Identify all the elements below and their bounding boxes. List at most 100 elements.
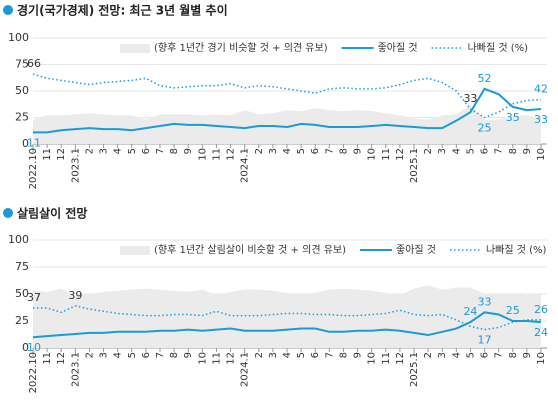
x-tick-label: 5 [296,148,307,154]
x-tick-label: 2022.10 [28,352,39,393]
x-tick-label: 3 [268,352,279,358]
y-tick-label: 0 [22,137,29,150]
data-label: 11 [27,136,41,149]
y-tick-label: 50 [15,84,29,97]
x-tick-label: 6 [310,352,321,358]
x-tick-label: 2 [254,148,265,154]
area [33,104,541,144]
x-tick-label: 2024.1 [240,148,251,183]
x-tick-label: 10 [197,148,208,161]
x-tick-label: 8 [169,352,180,358]
x-tick-label: 9 [353,148,364,154]
y-tick-label: 50 [15,287,29,300]
legend-label: (향후 1년간 경기 비슷할 것 + 의견 유보) [154,41,328,54]
x-tick-label: 12 [395,352,406,365]
x-tick-label: 7 [494,352,505,358]
y-tick-label: 75 [15,58,29,71]
x-tick-label: 7 [324,352,335,358]
x-tick-label: 4 [282,352,293,358]
x-tick-label: 9 [522,148,533,154]
y-tick-label: 25 [15,111,29,124]
x-tick-label: 7 [155,352,166,358]
x-tick-label: 7 [155,148,166,154]
data-label: 33 [463,92,477,105]
x-tick-label: 6 [141,148,152,154]
y-tick-label: 100 [8,31,29,44]
x-tick-label: 10 [536,148,547,161]
chart-title: 경기(국가경제) 전망: 최근 3년 월별 추이 [17,3,228,18]
data-label: 42 [534,82,548,95]
x-tick-label: 8 [169,148,180,154]
x-tick-label: 6 [310,148,321,154]
x-tick-label: 8 [508,148,519,154]
data-label: 25 [506,304,520,317]
data-label: 26 [534,303,548,316]
x-tick-label: 8 [508,352,519,358]
x-tick-label: 2 [423,352,434,358]
x-tick-label: 2024.1 [240,352,251,387]
data-label: 39 [68,289,82,302]
x-tick-label: 2023.1 [70,148,81,183]
y-tick-label: 0 [22,341,29,354]
x-tick-label: 5 [465,352,476,358]
x-tick-label: 2 [254,352,265,358]
x-tick-label: 11 [211,148,222,161]
x-tick-label: 10 [536,352,547,365]
x-tick-label: 9 [522,352,533,358]
title-dot [3,5,13,15]
x-tick-label: 9 [183,352,194,358]
x-tick-label: 11 [381,148,392,161]
data-label: 52 [478,72,492,85]
x-tick-label: 10 [367,352,378,365]
legend-label: 나빠질 것 (%) [486,244,547,256]
x-tick-label: 9 [183,148,194,154]
x-tick-label: 3 [99,352,110,358]
x-tick-label: 2025.1 [409,352,420,387]
x-tick-label: 6 [141,352,152,358]
legend-label: (향후 1년간 살림살이 비슷할 것 + 의견 유보) [154,244,346,256]
x-tick-label: 5 [296,352,307,358]
legend-swatch [120,246,150,255]
x-tick-label: 6 [480,352,491,358]
y-tick-label: 25 [15,314,29,327]
x-tick-label: 5 [127,148,138,154]
data-label: 33 [534,113,548,126]
x-tick-label: 11 [42,148,53,161]
data-label: 24 [463,305,477,318]
data-label: 17 [478,334,492,347]
x-tick-label: 12 [226,148,237,161]
x-tick-label: 2 [423,148,434,154]
x-tick-label: 2025.1 [409,148,420,183]
x-tick-label: 10 [367,148,378,161]
x-tick-label: 8 [338,352,349,358]
chart-title: 살림살이 전망 [17,206,87,221]
x-tick-label: 9 [353,352,364,358]
x-tick-label: 12 [56,352,67,365]
data-label: 37 [27,291,41,304]
x-tick-label: 7 [324,148,335,154]
x-tick-label: 4 [451,148,462,154]
x-tick-label: 4 [451,352,462,358]
x-tick-label: 2 [84,352,95,358]
data-label: 66 [27,57,41,70]
x-tick-label: 11 [211,352,222,365]
x-tick-label: 3 [268,148,279,154]
x-tick-label: 3 [99,148,110,154]
x-tick-label: 10 [197,352,208,365]
data-label: 33 [478,295,492,308]
x-tick-label: 6 [480,148,491,154]
x-tick-label: 7 [494,148,505,154]
x-tick-label: 3 [437,352,448,358]
x-tick-label: 4 [113,352,124,358]
y-tick-label: 75 [15,260,29,273]
x-tick-label: 4 [113,148,124,154]
x-tick-label: 4 [282,148,293,154]
x-tick-label: 11 [381,352,392,365]
x-tick-label: 5 [127,352,138,358]
legend-label: 나빠질 것 (%) [468,42,529,54]
data-label: 25 [478,122,492,135]
x-tick-label: 5 [465,148,476,154]
x-tick-label: 12 [56,148,67,161]
legend-swatch [120,44,150,53]
x-tick-label: 2 [84,148,95,154]
